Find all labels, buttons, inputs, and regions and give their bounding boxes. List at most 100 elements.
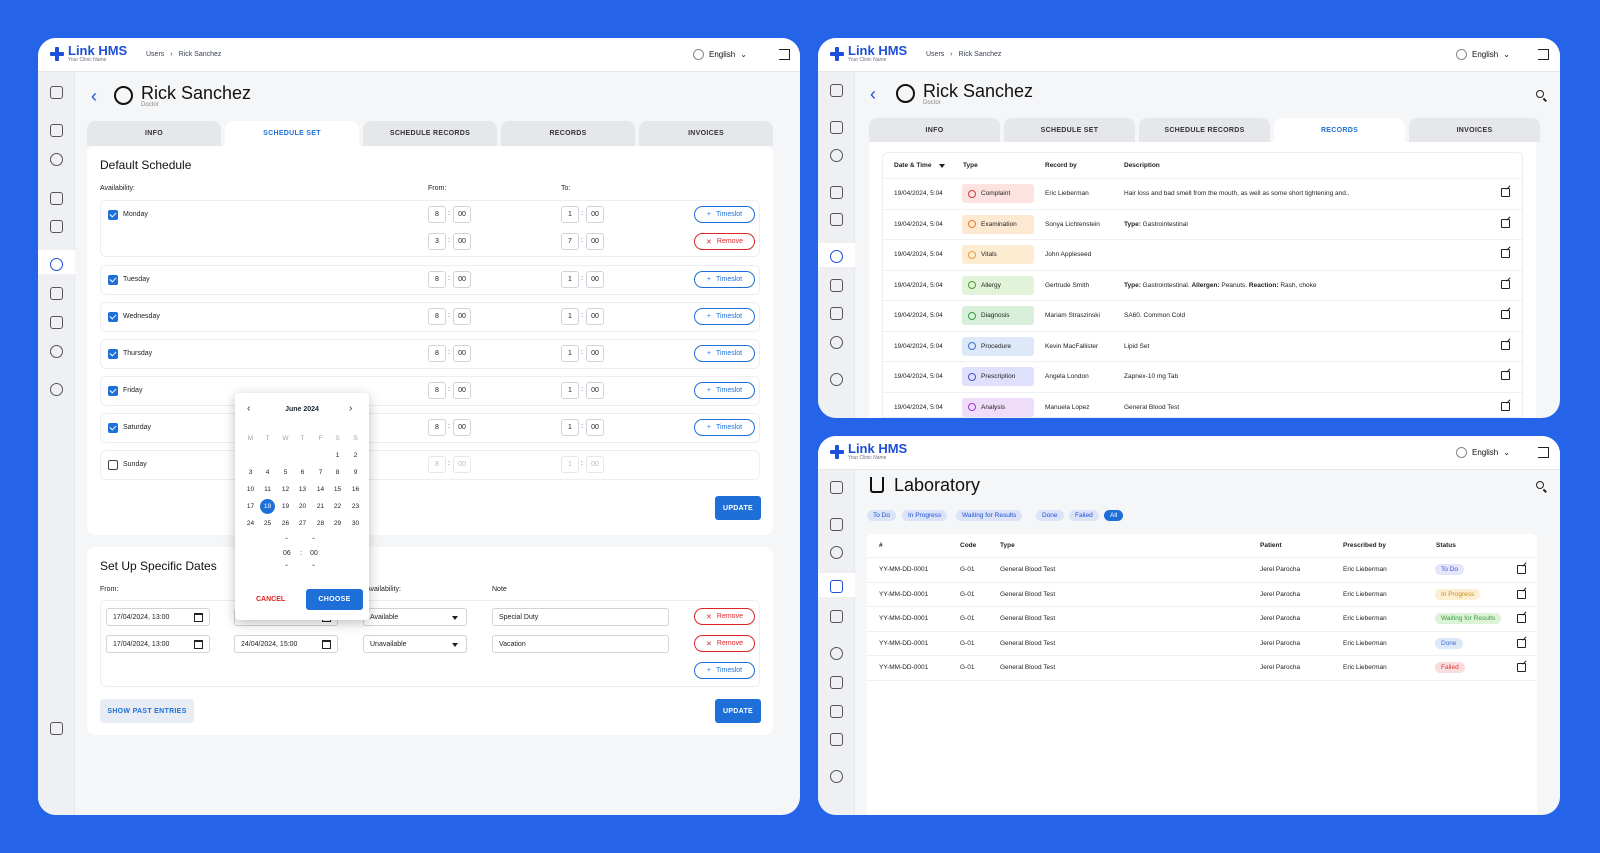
- show-past-entries-button[interactable]: SHOW PAST ENTRIES: [100, 699, 194, 723]
- from-hour[interactable]: 3: [428, 233, 446, 250]
- filter-failed[interactable]: Failed: [1069, 510, 1099, 521]
- day-checkbox[interactable]: [108, 275, 118, 285]
- open-external-icon[interactable]: [1501, 401, 1510, 411]
- timeslot-button[interactable]: + Timeslot: [694, 419, 755, 436]
- from-hour[interactable]: 8: [428, 382, 446, 399]
- dashboard-icon[interactable]: [830, 84, 843, 97]
- minute-down-icon[interactable]: ⌄: [311, 562, 317, 568]
- open-external-icon[interactable]: [1501, 310, 1510, 319]
- back-icon[interactable]: ‹: [91, 86, 97, 106]
- from-hour[interactable]: 8: [428, 206, 446, 223]
- calendar-icon[interactable]: [830, 121, 843, 134]
- filter-in-progress[interactable]: In Progress: [902, 510, 948, 521]
- to-minute[interactable]: 00: [586, 271, 604, 288]
- from-minute[interactable]: 00: [453, 271, 471, 288]
- logout-icon[interactable]: [1538, 447, 1549, 458]
- to-minute[interactable]: 00: [586, 382, 604, 399]
- tab-schedule-set[interactable]: SCHEDULE SET: [1004, 118, 1135, 142]
- filter-to-do[interactable]: To Do: [867, 510, 896, 521]
- to-hour[interactable]: 1: [561, 419, 579, 436]
- calendar-day[interactable]: 23: [351, 503, 360, 510]
- calendar-day[interactable]: 22: [333, 503, 342, 510]
- day-checkbox[interactable]: [108, 423, 118, 433]
- calendar-day[interactable]: 4: [265, 469, 270, 476]
- to-hour[interactable]: 1: [561, 345, 579, 362]
- gear-icon[interactable]: [830, 733, 843, 746]
- update-button[interactable]: UPDATE: [715, 699, 761, 723]
- spec-availability-select[interactable]: Available: [363, 608, 467, 626]
- tab-records[interactable]: RECORDS: [501, 121, 635, 146]
- calendar-icon[interactable]: [50, 124, 63, 137]
- search-icon[interactable]: [1536, 90, 1544, 98]
- col-date-time[interactable]: Date & Time: [894, 162, 932, 169]
- document-icon[interactable]: [830, 307, 843, 320]
- calendar-day[interactable]: 25: [263, 520, 272, 527]
- calendar-day[interactable]: 6: [300, 469, 305, 476]
- medicine-icon[interactable]: [830, 610, 843, 623]
- open-external-icon[interactable]: [1501, 218, 1510, 228]
- calendar-day[interactable]: 13: [298, 486, 307, 493]
- monitor-icon[interactable]: [830, 279, 843, 292]
- gear-icon[interactable]: [50, 345, 63, 358]
- to-minute[interactable]: 00: [586, 233, 604, 250]
- help-icon[interactable]: [830, 373, 843, 386]
- to-minute[interactable]: 00: [586, 308, 604, 325]
- day-checkbox[interactable]: [108, 312, 118, 322]
- calendar-day[interactable]: 30: [351, 520, 360, 527]
- flask-icon[interactable]: [830, 186, 843, 199]
- to-hour[interactable]: 1: [561, 456, 579, 473]
- calendar-day[interactable]: 24: [246, 520, 255, 527]
- medicine-icon[interactable]: [50, 220, 63, 233]
- tab-info[interactable]: INFO: [87, 121, 221, 146]
- tab-schedule-records[interactable]: SCHEDULE RECORDS: [363, 121, 497, 146]
- graduation-cap-icon[interactable]: [50, 722, 63, 735]
- filter-waiting[interactable]: Waiting for Results: [956, 510, 1023, 521]
- minute-up-icon[interactable]: ⌃: [311, 538, 317, 544]
- medicine-icon[interactable]: [830, 213, 843, 226]
- flask-icon[interactable]: [50, 192, 63, 205]
- logo[interactable]: Link HMS Your Clinic Name: [830, 442, 907, 461]
- user-icon[interactable]: [50, 153, 63, 166]
- calendar-day[interactable]: 9: [353, 469, 358, 476]
- dashboard-icon[interactable]: [50, 86, 63, 99]
- open-external-icon[interactable]: [1517, 565, 1526, 574]
- to-minute[interactable]: 00: [586, 206, 604, 223]
- breadcrumb-users[interactable]: Users: [146, 51, 165, 58]
- breadcrumb-users[interactable]: Users: [926, 51, 945, 58]
- spec-to-input[interactable]: 24/04/2024, 15:00: [234, 635, 338, 653]
- from-hour[interactable]: 8: [428, 308, 446, 325]
- user-icon[interactable]: [830, 149, 843, 162]
- calendar-day[interactable]: 20: [298, 503, 307, 510]
- logout-icon[interactable]: [779, 49, 790, 60]
- gear-icon[interactable]: [830, 336, 843, 349]
- choose-button[interactable]: CHOOSE: [306, 589, 363, 610]
- back-icon[interactable]: ‹: [870, 84, 876, 104]
- from-minute[interactable]: 00: [453, 233, 471, 250]
- tab-invoices[interactable]: INVOICES: [1409, 118, 1540, 142]
- open-external-icon[interactable]: [1517, 638, 1526, 648]
- calendar-day[interactable]: 7: [318, 469, 323, 476]
- prev-month-icon[interactable]: ‹: [247, 403, 251, 414]
- calendar-day[interactable]: 10: [246, 486, 255, 493]
- spec-from-input[interactable]: 17/04/2024, 13:00: [106, 608, 210, 626]
- to-hour[interactable]: 1: [561, 271, 579, 288]
- to-hour[interactable]: 1: [561, 308, 579, 325]
- minute-value[interactable]: 00: [310, 550, 318, 557]
- open-external-icon[interactable]: [1501, 188, 1510, 197]
- calendar-day[interactable]: 5: [283, 469, 288, 476]
- tab-invoices[interactable]: INVOICES: [639, 121, 773, 146]
- dashboard-icon[interactable]: [830, 481, 843, 494]
- logout-icon[interactable]: [1538, 49, 1549, 60]
- hour-up-icon[interactable]: ⌃: [284, 538, 290, 544]
- calendar-icon[interactable]: [830, 518, 843, 531]
- timeslot-button[interactable]: + Timeslot: [694, 382, 755, 399]
- tab-records[interactable]: RECORDS: [1274, 118, 1405, 142]
- open-external-icon[interactable]: [1501, 371, 1510, 380]
- calendar-day[interactable]: 11: [264, 486, 271, 493]
- open-external-icon[interactable]: [1517, 663, 1526, 672]
- remove-button[interactable]: ✕ Remove: [694, 635, 755, 652]
- from-hour[interactable]: 8: [428, 456, 446, 473]
- open-external-icon[interactable]: [1501, 340, 1510, 350]
- day-checkbox[interactable]: [108, 386, 118, 396]
- to-minute[interactable]: 00: [586, 419, 604, 436]
